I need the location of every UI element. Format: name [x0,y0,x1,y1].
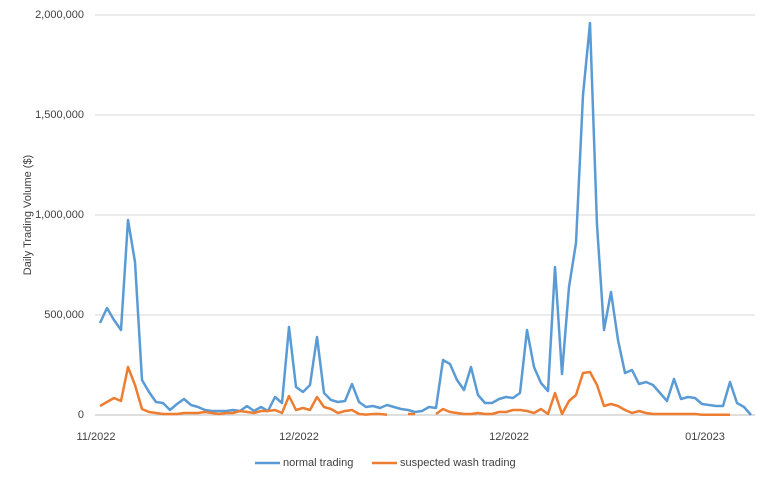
x-tick-label: 12/2022 [489,431,529,443]
legend-label: suspected wash trading [400,457,516,469]
y-tick-label: 2,000,000 [35,9,84,21]
x-tick-label: 12/2022 [279,431,319,443]
x-tick-label: 01/2023 [685,431,725,443]
legend-label: normal trading [283,457,353,469]
y-tick-label: 1,500,000 [35,109,84,121]
y-tick-label: 500,000 [44,309,84,321]
y-axis-label: Daily Trading Volume ($) [22,155,34,275]
x-tick-label: 11/2022 [77,431,116,443]
y-tick-label: 0 [78,409,84,421]
series-line [98,21,752,416]
series-line [99,365,730,417]
y-tick-label: 1,000,000 [35,209,84,221]
